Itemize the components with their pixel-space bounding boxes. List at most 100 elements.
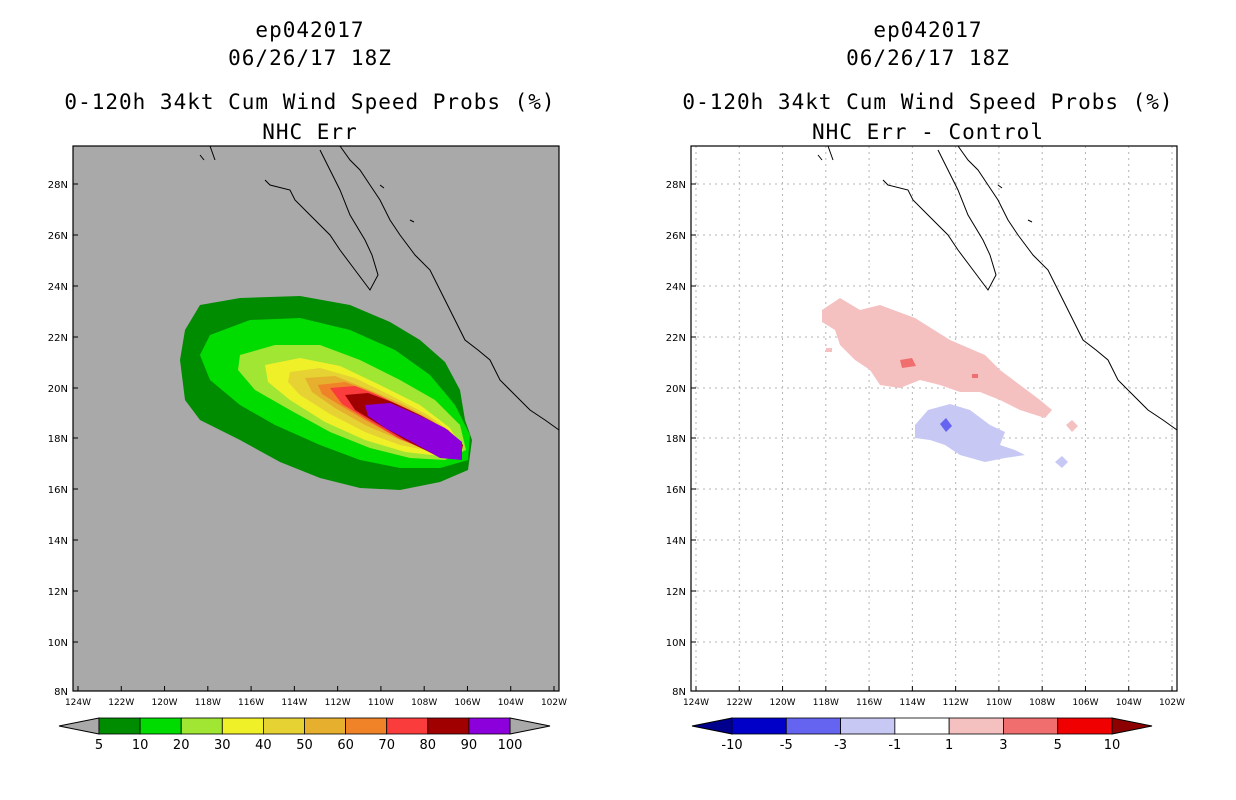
colorbar-swatch [1057, 717, 1113, 735]
colorbar-swatch [731, 717, 787, 735]
lon-label: 120W [770, 698, 796, 708]
lon-label: 106W [454, 698, 480, 708]
lat-label: 24N [48, 282, 68, 293]
colorbar-label: 70 [378, 738, 395, 753]
right-product-title: 0-120h 34kt Cum Wind Speed Probs (%) [682, 90, 1174, 114]
colorbar-label: 90 [461, 738, 478, 753]
lat-label: 14N [48, 536, 68, 547]
lat-label: 10N [48, 638, 68, 649]
lon-label: 118W [195, 698, 221, 708]
lat-label: 20N [666, 384, 686, 395]
lon-label: 104W [1116, 698, 1142, 708]
lon-label: 110W [368, 698, 394, 708]
right-map-frame [690, 145, 1178, 692]
lat-label: 28N [48, 180, 68, 191]
colorbar-swatch [1003, 717, 1059, 735]
lon-label: 114W [899, 698, 925, 708]
diff-neg-1-3 [915, 404, 1025, 462]
lat-label: 16N [48, 485, 68, 496]
colorbar-label: -3 [834, 738, 847, 753]
colorbar-label: -10 [721, 738, 742, 753]
lon-label: 108W [1029, 698, 1055, 708]
colorbar-label: 3 [999, 738, 1007, 753]
colorbar-end-left [691, 717, 733, 735]
colorbar-label: 5 [1054, 738, 1062, 753]
lon-label: 110W [986, 698, 1012, 708]
colorbar-swatch [468, 717, 511, 735]
colorbar-swatch [894, 717, 950, 735]
colorbar-label: 10 [1104, 738, 1121, 753]
colorbar-label: 40 [255, 738, 272, 753]
lat-label: 8N [54, 687, 68, 698]
colorbar-label: 10 [132, 738, 149, 753]
colorbar-label: 80 [420, 738, 437, 753]
right-difference-field [822, 298, 1078, 468]
colorbar-label: 30 [214, 738, 231, 753]
lat-label: 18N [48, 434, 68, 445]
right-gridlines [691, 146, 1177, 691]
left-lat-labels: 28N 26N 24N 22N 20N 18N 16N 14N 12N 10N 8N [48, 180, 78, 698]
left-product-title: 0-120h 34kt Cum Wind Speed Probs (%) [64, 90, 556, 114]
right-datetime: 06/26/17 18Z [846, 46, 1010, 70]
colorbar-label: -5 [780, 738, 793, 753]
lat-label: 22N [48, 333, 68, 344]
lat-label: 8N [672, 687, 686, 698]
diff-pos-1-3-c [826, 348, 832, 352]
colorbar-label: 5 [95, 738, 103, 753]
lat-label: 16N [666, 485, 686, 496]
colorbar-label: 1 [945, 738, 953, 753]
diff-pos-3-5-b [972, 374, 978, 378]
diff-neg-3-5 [940, 418, 952, 432]
lon-label: 124W [683, 698, 709, 708]
right-coastline [817, 145, 1178, 431]
lon-label: 116W [856, 698, 882, 708]
left-coastline [199, 145, 560, 431]
colorbar-swatch [948, 717, 1004, 735]
diff-pos-1-3-b [1066, 420, 1078, 432]
lat-label: 26N [666, 231, 686, 242]
lon-label: 108W [411, 698, 437, 708]
lat-label: 26N [48, 231, 68, 242]
lon-label: 124W [65, 698, 91, 708]
right-lat-labels: 28N 26N 24N 22N 20N 18N 16N 14N 12N 10N 8N [666, 180, 696, 698]
diff-pos-1-3 [822, 298, 1052, 418]
lat-label: 12N [666, 587, 686, 598]
diff-pos-3-5-a [900, 358, 916, 368]
lon-label: 114W [281, 698, 307, 708]
right-colorbar: -10 -5 -3 -1 1 3 5 10 [691, 717, 1153, 753]
lat-label: 12N [48, 587, 68, 598]
left-subtitle: NHC Err [262, 120, 358, 144]
lat-label: 20N [48, 384, 68, 395]
right-storm-id: ep042017 [873, 18, 983, 42]
left-map-svg: 28N 26N 24N 22N 20N 18N 16N 14N 12N 10N 8N 124W 122… [48, 145, 567, 753]
lat-label: 10N [666, 638, 686, 649]
lon-label: 122W [726, 698, 752, 708]
lon-label: 122W [108, 698, 134, 708]
colorbar-swatch [785, 717, 841, 735]
lon-label: 120W [152, 698, 178, 708]
lat-label: 28N [666, 180, 686, 191]
lon-label: 104W [498, 698, 524, 708]
left-lon-labels: 124W 122W 120W 118W 116W 114W 112W 110W 108W 106W… [65, 686, 567, 708]
lat-label: 24N [666, 282, 686, 293]
lon-label: 112W [325, 698, 351, 708]
lon-label: 118W [813, 698, 839, 708]
left-map-frame [72, 145, 560, 692]
left-probability-field [180, 296, 472, 490]
colorbar-label: 20 [173, 738, 190, 753]
lon-label: 116W [238, 698, 264, 708]
left-datetime: 06/26/17 18Z [228, 46, 392, 70]
lon-label: 102W [1159, 698, 1185, 708]
lon-label: 106W [1072, 698, 1098, 708]
lat-label: 22N [666, 333, 686, 344]
colorbar-label: -1 [888, 738, 901, 753]
lon-label: 102W [541, 698, 567, 708]
lat-label: 18N [666, 434, 686, 445]
colorbar-label: 50 [296, 738, 313, 753]
right-lon-labels: 124W 122W 120W 118W 116W 114W 112W 110W 108W 106W… [683, 686, 1185, 708]
colorbar-end-right [1111, 717, 1153, 735]
right-subtitle: NHC Err - Control [812, 120, 1044, 144]
lat-label: 14N [666, 536, 686, 547]
colorbar-swatch [840, 717, 896, 735]
